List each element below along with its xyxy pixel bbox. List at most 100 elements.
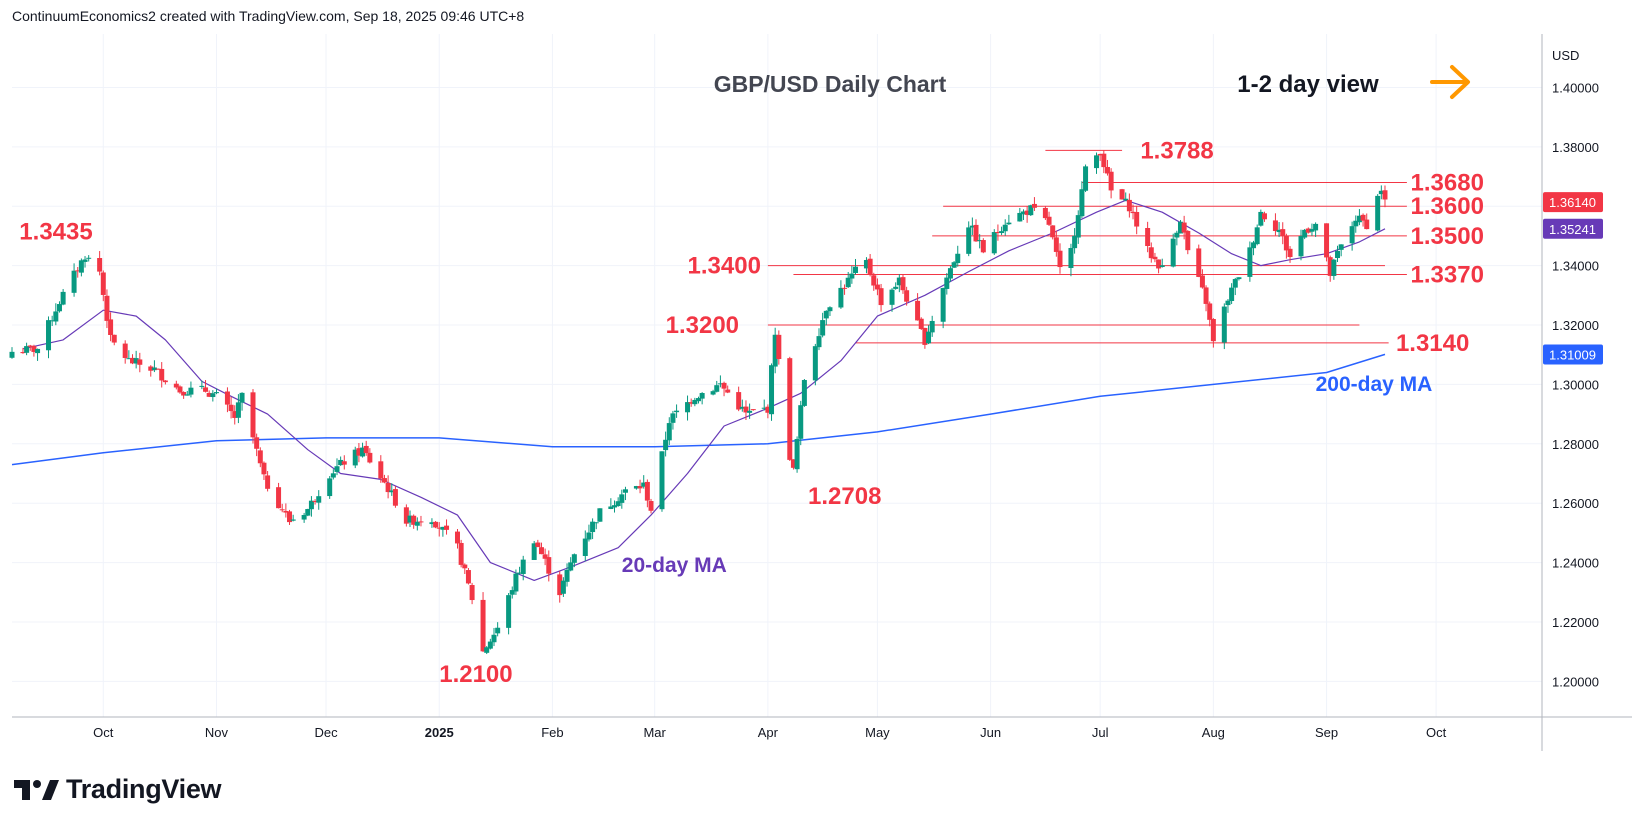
candle-body [454, 531, 460, 544]
candle [695, 396, 701, 404]
price-badge [1543, 218, 1603, 239]
candle [736, 386, 742, 412]
candle-body [56, 304, 62, 312]
candle-body [827, 307, 833, 312]
candle-body [612, 505, 618, 508]
candle [75, 266, 81, 278]
candle-body [641, 482, 647, 487]
candle-body [1196, 248, 1202, 277]
candle-body [969, 225, 975, 228]
candle-body [633, 486, 639, 489]
candle-body [1313, 223, 1319, 231]
candle-body [1232, 279, 1238, 288]
candle-body [816, 336, 822, 348]
price-axis[interactable]: 1.20000 1.22000 1.24000 1.26000 1.28000 1.300… [1552, 80, 1599, 689]
candle-body [812, 346, 818, 381]
candle-body [980, 240, 986, 253]
candle-body [622, 489, 628, 493]
candle [922, 327, 928, 349]
candle [308, 496, 314, 517]
candle [1251, 240, 1257, 256]
candle [1335, 245, 1341, 263]
tradingview-wordmark: TradingView [66, 774, 222, 804]
candle [261, 461, 267, 480]
candle-body [692, 399, 698, 405]
candle-body [1360, 214, 1366, 221]
candle-body [484, 647, 490, 653]
candle-body [1134, 212, 1140, 227]
candle-body [1309, 229, 1315, 232]
candle-body [615, 501, 621, 507]
candle [980, 238, 986, 254]
candle [279, 503, 285, 513]
time-tick-label: Feb [541, 725, 563, 740]
time-axis[interactable]: Oct Nov Dec 2025 Feb Mar Apr May Jun Jul Aug Sep Oct [93, 725, 1446, 740]
candle-body [863, 260, 869, 269]
candle [823, 310, 829, 326]
candle-body [564, 569, 570, 582]
candle-body [1221, 306, 1227, 343]
level-label: 1.3680 [1411, 169, 1484, 196]
candle [710, 389, 716, 396]
candle-body [334, 466, 340, 472]
candle [564, 563, 570, 587]
candle [1349, 221, 1355, 251]
candle-body [1272, 220, 1278, 231]
candle-body [177, 386, 183, 393]
candle [1258, 209, 1264, 227]
candle [458, 539, 464, 568]
time-tick-label: Jul [1092, 725, 1109, 740]
candle-body [232, 411, 238, 418]
candle [772, 327, 778, 374]
candle-body [538, 547, 544, 555]
time-tick-label: Mar [643, 725, 666, 740]
candle-body [276, 487, 282, 509]
candle [122, 340, 128, 364]
candle-body [874, 284, 880, 290]
candle-body [790, 459, 796, 468]
tradingview-logo[interactable]: TradingView [12, 774, 222, 805]
candle-body [1225, 300, 1231, 306]
candle [1075, 210, 1081, 244]
candle-body [1185, 230, 1191, 251]
candle-body [97, 258, 103, 272]
candle [977, 234, 983, 249]
candle-body [820, 320, 826, 336]
candle [1134, 205, 1140, 235]
candle-body [1356, 215, 1362, 223]
candle-body [1349, 226, 1355, 244]
candle-body [1126, 199, 1132, 212]
candle [316, 490, 322, 510]
candle-body [915, 300, 921, 321]
candle-body [1079, 189, 1085, 217]
candle-body [1382, 190, 1388, 200]
candle-body [1203, 287, 1209, 304]
candle-body [896, 277, 902, 286]
candle-body [389, 490, 395, 493]
candle-body [973, 224, 979, 242]
candle [557, 571, 563, 603]
price-tick-label: 1.22000 [1552, 615, 1599, 630]
candle [593, 522, 599, 530]
candle [973, 219, 979, 242]
tradingview-logo-icon [14, 779, 59, 800]
candle-body [871, 275, 877, 286]
candle [1305, 227, 1311, 234]
candle [612, 500, 618, 513]
candle-body [582, 538, 588, 556]
candle [845, 271, 851, 288]
candle [327, 476, 333, 499]
candle-body [1097, 153, 1103, 156]
candle [947, 266, 953, 282]
ma200-layer [11, 353, 1386, 466]
candle-body [411, 515, 417, 525]
candle-body [619, 494, 625, 503]
candle [232, 405, 238, 425]
time-tick-label: 2025 [425, 725, 454, 740]
candle [133, 350, 139, 369]
candle [900, 275, 906, 294]
candle [622, 486, 628, 501]
candle-body [1094, 155, 1100, 169]
